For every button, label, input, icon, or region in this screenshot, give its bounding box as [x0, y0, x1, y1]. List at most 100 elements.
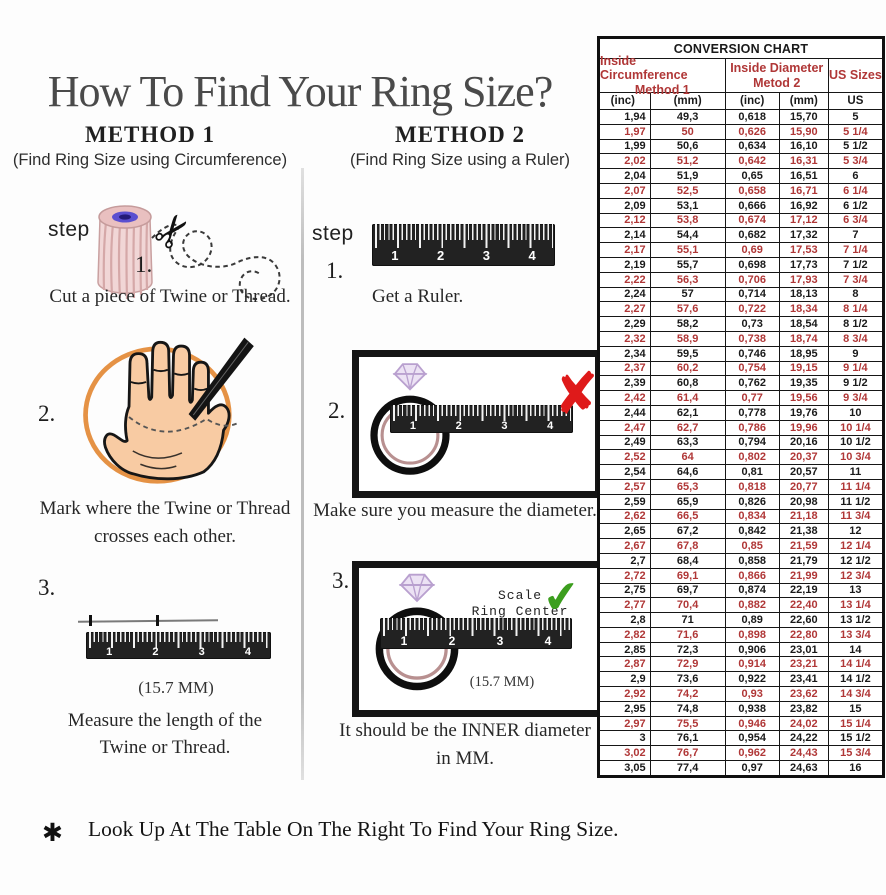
subheader-cell: (inc): [724, 93, 779, 109]
table-cell: 16: [827, 761, 882, 775]
ruler-number: 1: [391, 248, 399, 263]
finger-joint-lines: [130, 368, 208, 391]
table-cell: 24,63: [778, 761, 828, 775]
table-cell: 5: [827, 110, 882, 124]
table-cell: 19,56: [778, 391, 828, 405]
table-cell: 0,634: [724, 139, 779, 154]
table-cell: 54,4: [649, 228, 725, 243]
table-cell: 76,1: [649, 731, 725, 746]
table-cell: 19,96: [778, 420, 828, 435]
table-cell: 15 3/4: [827, 746, 882, 761]
table-cell: 76,7: [649, 746, 725, 761]
table-cell: 0,706: [724, 272, 779, 287]
table-cell: 20,98: [778, 494, 828, 509]
table-cell: 8 1/2: [827, 317, 882, 331]
ruler-method2-step3: 1 2 3 4: [380, 618, 572, 649]
group-header-diameter: Inside Diameter Metod 2: [724, 59, 828, 92]
table-cell: 14 1/2: [827, 672, 882, 687]
table-cell: 50,6: [649, 139, 725, 154]
table-cell: 16,10: [778, 139, 828, 154]
table-cell: 66,5: [649, 509, 725, 524]
ruler-number: 3: [501, 420, 508, 432]
method1-step3-caption-line1: Measure the length of the: [67, 710, 263, 731]
table-row: 2,62 66,5 0,834 21,18 11 3/4: [600, 508, 882, 524]
table-cell: 0,866: [724, 568, 779, 583]
table-cell: 0,642: [724, 154, 779, 169]
table-cell: 60,8: [649, 376, 725, 391]
table-cell: 2,95: [624, 702, 646, 715]
table-cell: 0,786: [724, 420, 779, 435]
table-cell: 2,17: [624, 244, 646, 257]
ruler-method2-step2: 1 2 3 4: [390, 405, 573, 433]
table-cell: 23,01: [778, 642, 828, 657]
method2-step1-caption: Get a Ruler.: [372, 286, 464, 307]
method2-step2-box: 1 2 3 4 ✘: [352, 350, 602, 498]
table-row: 2,19 55,7 0,698 17,73 7 1/2: [600, 256, 882, 272]
table-cell: 60,2: [649, 361, 725, 376]
table-cell: 20,37: [778, 450, 828, 465]
method2-step3-caption-line2: in MM.: [435, 748, 495, 769]
table-cell: 21,18: [778, 509, 828, 524]
twine-spool-illustration: ✂: [97, 201, 281, 300]
table-cell: 0,858: [724, 553, 779, 568]
table-cell: 2,77: [624, 599, 646, 612]
table-row: 2,82 71,6 0,898 22,80 13 3/4: [600, 626, 882, 642]
footnote-text: Look Up At The Table On The Right To Fin…: [88, 817, 619, 841]
method1-heading: METHOD 1: [84, 122, 216, 147]
table-cell: 71,6: [649, 627, 725, 642]
table-cell: 7: [827, 228, 882, 243]
table-cell: 63,3: [649, 435, 725, 450]
table-cell: 72,3: [649, 642, 725, 657]
table-cell: 64,6: [649, 465, 725, 479]
table-row: 2,34 59,5 0,746 18,95 9: [600, 345, 882, 361]
check-icon: ✔: [540, 570, 583, 625]
table-cell: 22,80: [778, 627, 828, 642]
table-row: 2,07 52,5 0,658 16,71 6 1/4: [600, 182, 882, 198]
table-cell: 0,65: [724, 169, 779, 183]
table-cell: 55,7: [649, 257, 725, 272]
table-cell: 13 1/4: [827, 598, 882, 613]
table-cell: 58,2: [649, 317, 725, 331]
method2-step3-box: Scale Ring Center ✔ 1 2 3 4 (15.7 MM): [352, 561, 606, 717]
table-cell: 0,746: [724, 346, 779, 361]
table-cell: 23,41: [778, 672, 828, 687]
ruler-numbers: 1 2 3 4: [86, 646, 271, 658]
table-cell: 18,13: [778, 287, 828, 302]
table-cell: 2,92: [624, 687, 646, 700]
table-cell: 2,02: [624, 155, 646, 168]
twine-thread: [151, 223, 281, 300]
table-cell: 5 1/4: [827, 124, 882, 139]
table-cell: 12: [827, 524, 882, 539]
method2-step3-number: 3.: [332, 568, 350, 593]
table-cell: 0,874: [724, 583, 779, 598]
table-cell: 10 3/4: [827, 450, 882, 465]
table-cell: 62,1: [649, 405, 725, 420]
table-cell: 2,67: [624, 540, 646, 552]
table-row: 1,94 49,3 0,618 15,70 5: [600, 109, 882, 124]
method2-subheading: (Find Ring Size using a Ruler): [349, 151, 571, 169]
table-cell: 2,44: [624, 406, 646, 419]
table-cell: 15 1/2: [827, 731, 882, 746]
table-cell: 0,658: [724, 183, 779, 198]
table-cell: 51,9: [649, 169, 725, 183]
ruler-number: 2: [455, 420, 462, 432]
table-cell: 11: [827, 465, 882, 479]
table-cell: 0,938: [724, 701, 779, 716]
table-cell: 75,5: [649, 716, 725, 731]
subheader-cell: (mm): [778, 93, 828, 109]
table-cell: 67,8: [649, 539, 725, 553]
table-cell: 11 3/4: [827, 509, 882, 524]
table-cell: 20,77: [778, 479, 828, 494]
table-cell: 13 1/2: [827, 613, 882, 627]
method1-step3-number: 3.: [38, 575, 56, 600]
method1-step2-number: 2.: [38, 401, 56, 426]
table-cell: 19,76: [778, 405, 828, 420]
table-cell: 17,12: [778, 213, 828, 228]
group-header-circumference: Inside Circumference Method 1: [600, 53, 690, 97]
table-row: 2,04 51,9 0,65 16,51 6: [600, 168, 882, 183]
table-cell: 77,4: [649, 761, 725, 775]
subheader-cell: US: [827, 93, 882, 109]
table-cell: 50: [649, 124, 725, 139]
table-row: 2,72 69,1 0,866 21,99 12 3/4: [600, 567, 882, 583]
table-row: 2,59 65,9 0,826 20,98 11 1/2: [600, 493, 882, 509]
